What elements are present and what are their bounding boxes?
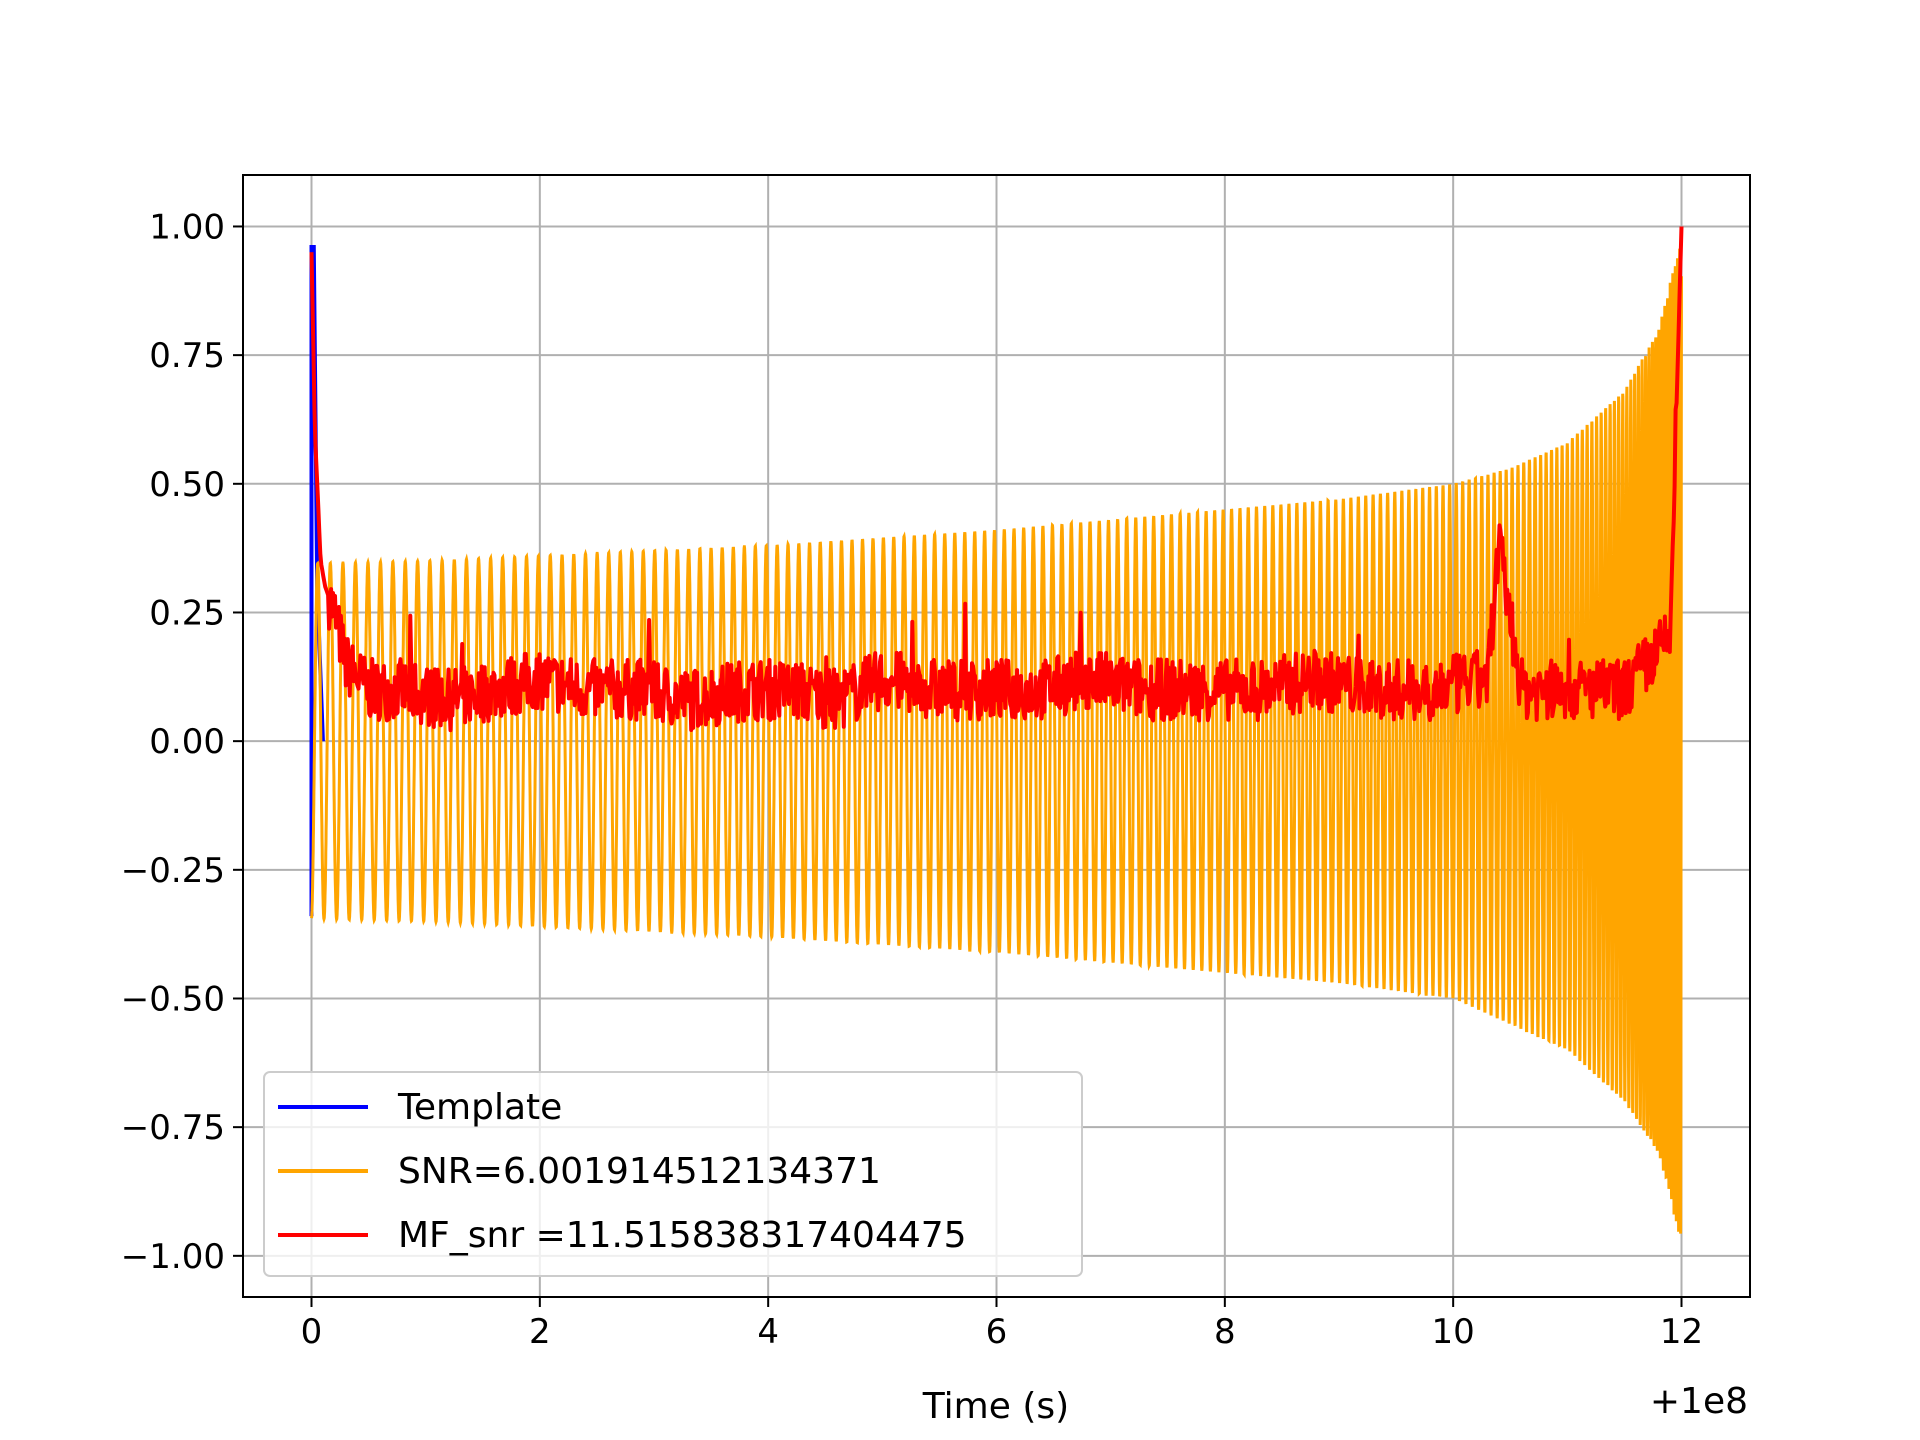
y-axis: 1.00 0.75 0.50 0.25 0.00 −0.25 −0.50 −0.75 −1.00 — [121, 207, 243, 1277]
y-tick-label-5: −0.25 — [121, 851, 225, 891]
y-tick-label-8: −1.00 — [121, 1237, 225, 1277]
x-tick-label-0: 0 — [301, 1312, 323, 1352]
x-tick-label-4: 8 — [1214, 1312, 1236, 1352]
y-tick-label-4: 0.00 — [149, 722, 225, 762]
x-tick-label-5: 10 — [1432, 1312, 1475, 1352]
legend-label-mf-snr: MF_snr =11.515838317404475 — [398, 1215, 967, 1256]
y-tick-label-2: 0.50 — [149, 465, 225, 505]
x-tick-label-2: 4 — [757, 1312, 779, 1352]
series-layer — [309, 226, 1684, 1234]
x-axis-label: Time (s) — [922, 1386, 1069, 1427]
legend: Template SNR=6.001914512134371 MF_snr =1… — [263, 1071, 1083, 1277]
x-tick-label-3: 6 — [986, 1312, 1008, 1352]
y-tick-label-7: −0.75 — [121, 1108, 225, 1148]
x-tick-label-1: 2 — [529, 1312, 551, 1352]
legend-box — [263, 1071, 1083, 1277]
y-tick-label-3: 0.25 — [149, 593, 225, 633]
y-tick-label-1: 0.75 — [149, 336, 225, 376]
x-axis: 0 2 4 6 8 10 12 — [301, 1297, 1703, 1352]
series-mf-snr-line — [309, 226, 1684, 733]
y-tick-label-6: −0.50 — [121, 979, 225, 1019]
y-tick-label-0: 1.00 — [149, 207, 225, 247]
x-axis-offset: +1e8 — [1650, 1381, 1748, 1422]
legend-label-template: Template — [397, 1087, 562, 1128]
x-tick-label-6: 12 — [1660, 1312, 1703, 1352]
legend-label-snr: SNR=6.001914512134371 — [398, 1151, 881, 1192]
